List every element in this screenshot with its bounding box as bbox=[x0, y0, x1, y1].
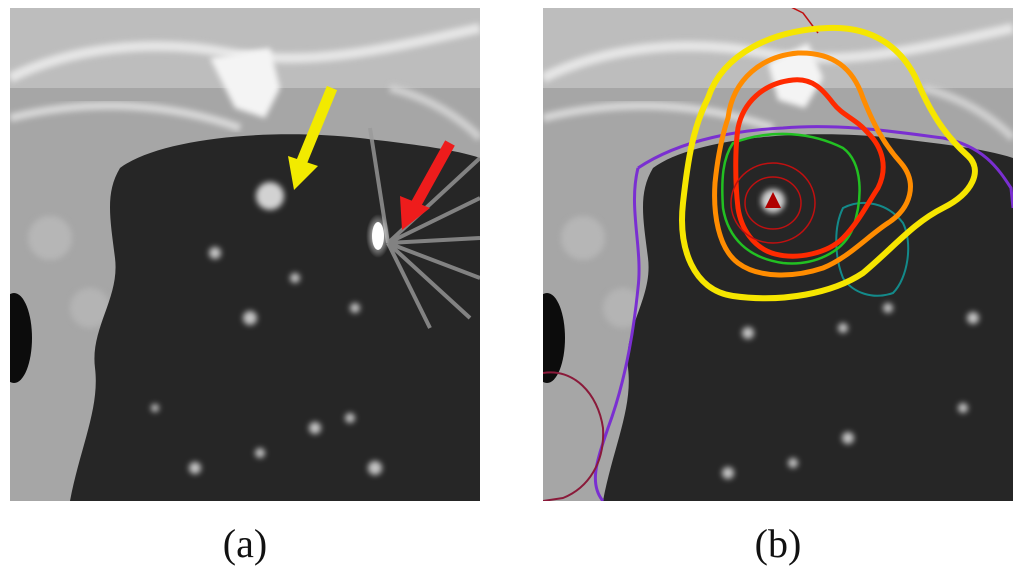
red-core-marker bbox=[765, 192, 781, 208]
ct-slice-a bbox=[10, 8, 480, 501]
dark-red-core-contours bbox=[730, 162, 816, 244]
maroon-contour bbox=[543, 371, 605, 501]
caption-b: (b) bbox=[754, 521, 802, 566]
ct-image-panel-a bbox=[10, 8, 480, 501]
teal-contour bbox=[835, 202, 910, 297]
caption-a: (a) bbox=[222, 521, 268, 566]
yellow-arrow-icon bbox=[288, 85, 338, 190]
purple-contour bbox=[637, 125, 1013, 209]
ct-slice-b-contours bbox=[543, 8, 1013, 501]
green-contour bbox=[721, 132, 861, 265]
ct-image-panel-b bbox=[543, 8, 1013, 501]
red-arrow-icon bbox=[400, 140, 455, 230]
yellow-contour bbox=[679, 24, 978, 302]
orange-contour bbox=[712, 50, 913, 278]
red-contour bbox=[733, 77, 886, 259]
